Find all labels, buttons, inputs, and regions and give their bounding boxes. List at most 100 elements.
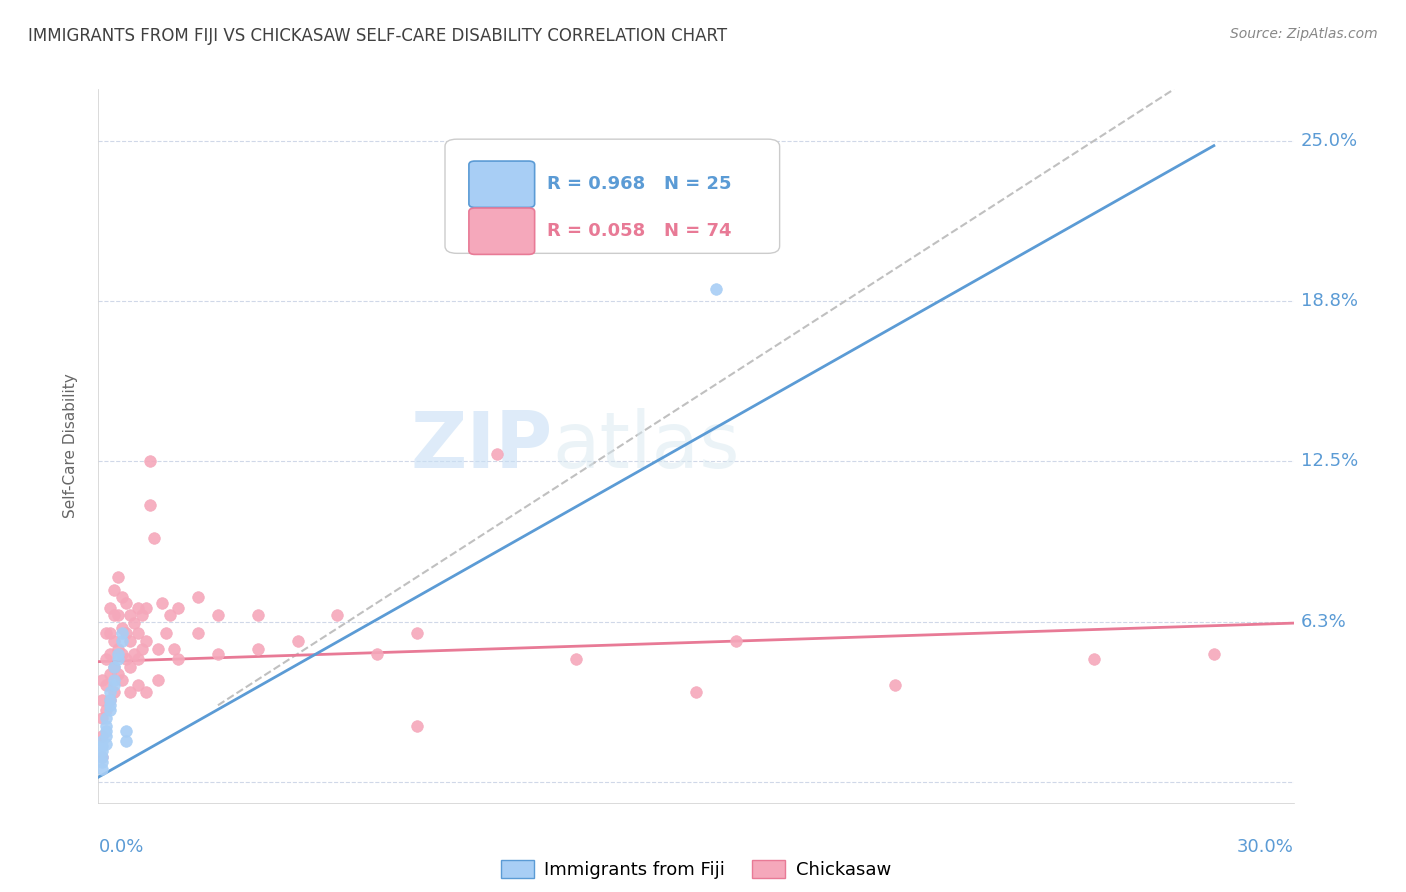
Point (139, 498, 162, 512)
Point (103, 659, 125, 673)
Point (103, 634, 125, 648)
Point (159, 608, 181, 623)
Text: R = 0.968   N = 25: R = 0.968 N = 25 (547, 175, 731, 194)
Point (96, 719, 118, 733)
Text: 0.0%: 0.0% (98, 838, 143, 856)
Point (98, 600, 122, 615)
Point (155, 626, 177, 640)
Point (96, 729, 118, 743)
Point (246, 608, 269, 623)
Point (98, 693, 122, 707)
Point (406, 719, 429, 733)
Point (107, 652, 129, 666)
Point (91, 711, 114, 725)
Point (287, 634, 309, 648)
Point (127, 678, 149, 692)
Text: atlas: atlas (553, 408, 740, 484)
Point (246, 641, 269, 656)
Point (107, 608, 129, 623)
Point (120, 659, 142, 673)
Point (148, 673, 170, 687)
Point (107, 570, 129, 584)
Point (685, 685, 707, 699)
Point (107, 641, 129, 656)
Point (107, 647, 129, 661)
Point (91, 673, 114, 687)
Text: Source: ZipAtlas.com: Source: ZipAtlas.com (1230, 27, 1378, 41)
Point (98, 698, 122, 713)
Point (103, 673, 125, 687)
Point (96, 678, 118, 692)
Point (91, 693, 114, 707)
Point (115, 723, 138, 738)
Point (207, 608, 229, 623)
Y-axis label: Self-Care Disability: Self-Care Disability (63, 374, 77, 518)
Point (91, 729, 114, 743)
Point (103, 678, 125, 692)
Point (163, 641, 186, 656)
FancyBboxPatch shape (470, 208, 534, 254)
Point (127, 652, 149, 666)
Point (103, 608, 125, 623)
Point (96, 626, 118, 640)
Text: 6.3%: 6.3% (1301, 613, 1347, 631)
Point (115, 734, 138, 748)
Point (143, 532, 166, 546)
Point (135, 634, 157, 648)
Text: R = 0.058   N = 74: R = 0.058 N = 74 (547, 222, 731, 240)
Point (111, 591, 134, 605)
Point (91, 734, 114, 748)
Point (366, 647, 388, 661)
Text: IMMIGRANTS FROM FIJI VS CHICKASAW SELF-CARE DISABILITY CORRELATION CHART: IMMIGRANTS FROM FIJI VS CHICKASAW SELF-C… (28, 27, 727, 45)
Point (115, 626, 138, 640)
Point (111, 626, 134, 640)
Point (103, 659, 125, 673)
Point (98, 647, 122, 661)
Point (111, 634, 134, 648)
Point (91, 749, 114, 764)
Text: 18.8%: 18.8% (1301, 292, 1358, 310)
Legend: Immigrants from Fiji, Chickasaw: Immigrants from Fiji, Chickasaw (494, 853, 898, 887)
Point (91, 744, 114, 758)
Point (124, 647, 146, 661)
Point (103, 582, 125, 597)
Point (565, 652, 588, 666)
Point (98, 667, 122, 681)
Point (115, 596, 138, 610)
Point (96, 723, 118, 738)
Point (187, 591, 209, 605)
Point (326, 608, 349, 623)
Point (98, 693, 122, 707)
Point (107, 667, 129, 681)
Text: ZIP: ZIP (411, 408, 553, 484)
Point (406, 626, 429, 640)
Point (1202, 647, 1225, 661)
Point (148, 641, 170, 656)
Point (135, 600, 157, 615)
Point (91, 739, 114, 754)
FancyBboxPatch shape (470, 161, 534, 208)
Point (96, 652, 118, 666)
Point (91, 755, 114, 769)
Point (91, 749, 114, 764)
Text: 12.5%: 12.5% (1301, 452, 1358, 470)
Point (187, 626, 209, 640)
Point (91, 763, 114, 777)
Point (724, 634, 747, 648)
Point (207, 647, 229, 661)
Point (111, 673, 134, 687)
Point (139, 454, 162, 468)
Point (98, 685, 122, 699)
Text: 30.0%: 30.0% (1237, 838, 1294, 856)
Point (120, 634, 142, 648)
Point (96, 737, 118, 751)
Point (131, 641, 153, 656)
Point (884, 678, 907, 692)
Point (98, 703, 122, 717)
Point (485, 447, 508, 461)
Point (704, 282, 727, 296)
Point (111, 621, 134, 635)
Point (1083, 652, 1105, 666)
Point (115, 652, 138, 666)
Point (111, 647, 134, 661)
